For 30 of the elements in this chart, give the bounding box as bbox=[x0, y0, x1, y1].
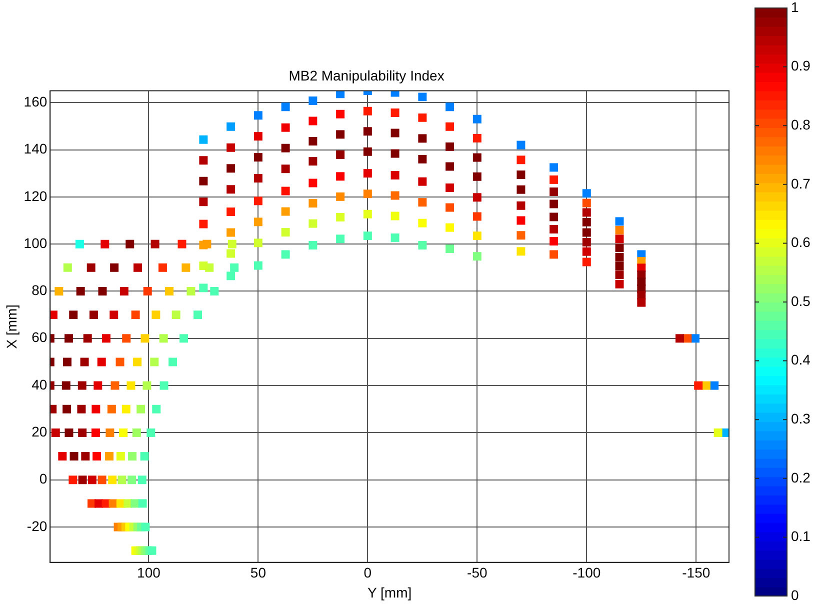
x-tick-label: 0 bbox=[364, 564, 372, 581]
x-axis-title: Y [mm] bbox=[368, 584, 412, 600]
x-tick-label: -150 bbox=[682, 564, 710, 581]
y-tick-label: 40 bbox=[32, 376, 48, 392]
y-tick-label: -20 bbox=[26, 518, 48, 534]
color-bar-label: 0.1 bbox=[791, 528, 811, 544]
y-tick-label: 120 bbox=[24, 188, 48, 204]
x-tick-label: -50 bbox=[467, 564, 488, 581]
chart-title: MB2 Manipulability Index bbox=[288, 67, 444, 84]
color-bar-label: 0.3 bbox=[791, 410, 811, 426]
y-tick-label: 80 bbox=[32, 282, 48, 298]
color-bar-label: 0.8 bbox=[791, 116, 811, 132]
color-bar-label: 0 bbox=[791, 586, 799, 603]
x-tick-label: -100 bbox=[572, 564, 601, 581]
y-tick-label: 20 bbox=[32, 424, 48, 440]
y-tick-label: 160 bbox=[24, 93, 48, 110]
x-tick-label: 100 bbox=[137, 564, 161, 581]
color-bar-label: 0.2 bbox=[791, 469, 811, 486]
x-tick-label: 50 bbox=[250, 564, 266, 581]
color-bar-label: 0.4 bbox=[791, 352, 811, 368]
y-tick-label: 60 bbox=[32, 329, 48, 346]
color-bar-label: 0.7 bbox=[791, 175, 811, 192]
color-bar-label: 1 bbox=[791, 0, 799, 15]
color-bar-label: 0.5 bbox=[791, 292, 811, 309]
y-axis-title: X [mm] bbox=[3, 304, 20, 349]
y-tick-label: 100 bbox=[24, 234, 48, 251]
y-tick-label: 140 bbox=[24, 140, 48, 157]
color-bar-label: 0.9 bbox=[791, 58, 811, 74]
color-bar-label: 0.6 bbox=[791, 234, 811, 250]
y-tick-label: 0 bbox=[39, 470, 48, 487]
